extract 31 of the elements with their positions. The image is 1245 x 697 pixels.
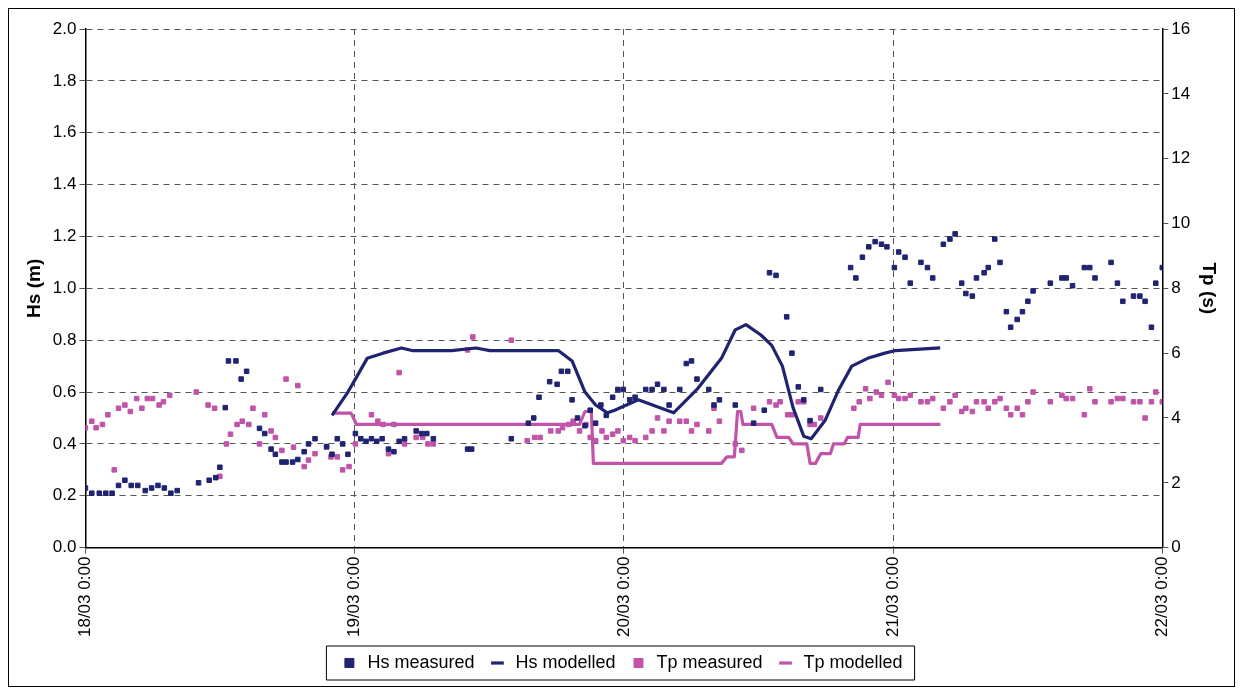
y2-tick-label: 8 (1171, 278, 1181, 298)
y2-tick-label: 16 (1171, 18, 1191, 38)
x-tick-label: 19/03 0:00 (344, 556, 364, 638)
y-tick-label: 1.2 (52, 226, 77, 246)
y-tick-label: 1.8 (52, 70, 77, 90)
y-axis-title: Hs (m) (22, 258, 44, 318)
y2-tick-label: 0 (1171, 537, 1181, 557)
legend-label: Hs modelled (515, 651, 616, 672)
y2-axis-title: Tp (s) (1199, 262, 1221, 315)
y-tick-label: 1.0 (52, 278, 77, 298)
y-tick-label: 0.4 (52, 433, 77, 453)
y-tick-label: 0.6 (52, 381, 77, 401)
x-tick-label: 20/03 0:00 (613, 556, 633, 638)
y-tick-label: 0.8 (52, 329, 77, 349)
y2-tick-label: 14 (1171, 83, 1191, 103)
legend-label: Tp measured (656, 651, 763, 672)
y2-tick-label: 6 (1171, 342, 1181, 362)
x-tick-label: 22/03 0:00 (1151, 556, 1171, 638)
y-tick-label: 1.6 (52, 122, 77, 142)
y2-tick-label: 4 (1171, 407, 1181, 427)
y2-tick-label: 2 (1171, 472, 1181, 492)
legend-label: Hs measured (367, 651, 475, 672)
y2-tick-label: 10 (1171, 213, 1191, 233)
y-tick-label: 0.0 (52, 537, 77, 557)
x-tick-label: 18/03 0:00 (75, 556, 95, 638)
legend-label: Tp modelled (803, 651, 903, 672)
y2-tick-label: 12 (1171, 148, 1191, 168)
y-tick-label: 1.4 (52, 174, 77, 194)
y-tick-label: 0.2 (52, 485, 77, 505)
x-tick-label: 21/03 0:00 (882, 556, 902, 638)
y-tick-label: 2.0 (52, 18, 77, 38)
